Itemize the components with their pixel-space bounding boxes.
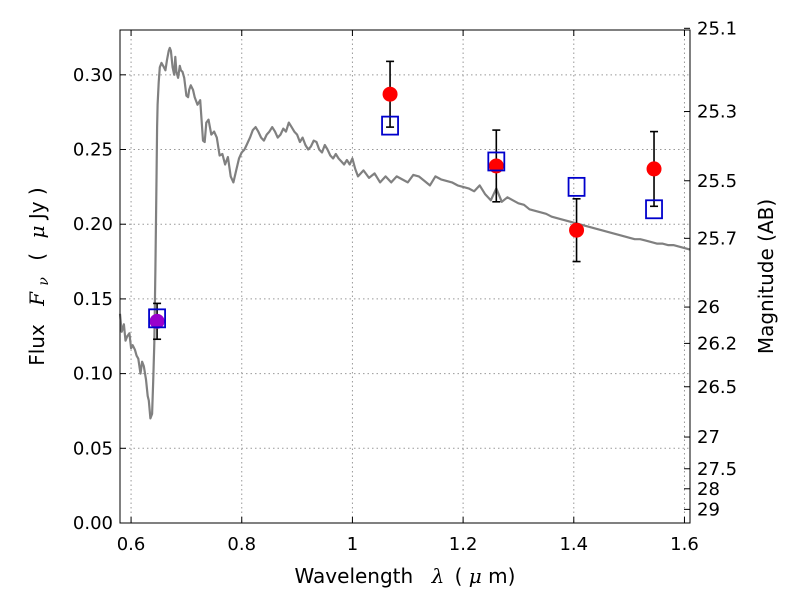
x-tick-label: 1.4	[559, 534, 588, 555]
observed-point	[382, 86, 398, 102]
y-axis-label-unit-open: (	[25, 253, 49, 261]
y2-tick-label: 26	[697, 297, 720, 318]
sed-model-line	[118, 46, 691, 420]
y2-tick-label: 26.5	[697, 377, 737, 398]
x-axis-label-unit-mu: μ	[469, 564, 482, 588]
y-axis-label-unit-rest: Jy )	[25, 187, 49, 221]
model-boxes-group	[148, 115, 663, 329]
observed-point	[149, 313, 165, 329]
x-axis-label-unit-open: (	[455, 564, 463, 588]
observed-point	[646, 161, 662, 177]
y2-tick-label: 26.2	[697, 333, 737, 354]
observed-point	[569, 222, 585, 238]
y2-tick-label: 28	[697, 479, 720, 500]
model-box	[381, 115, 399, 136]
y2-tick-label: 27	[697, 427, 720, 448]
y-tick-label: 0.05	[73, 438, 113, 459]
y-tick-label: 0.30	[73, 65, 113, 86]
y2-tick-label: 25.3	[697, 102, 737, 123]
y2-tick-label: 27.5	[697, 459, 737, 480]
y-axis-label: Flux F ν ( μ Jy )	[25, 187, 53, 366]
y-axis-label-text: Flux	[25, 324, 49, 366]
grid-lines	[120, 30, 690, 524]
x-tick-label: 1.6	[670, 534, 699, 555]
x-axis-label-symbol: λ	[431, 564, 445, 588]
sed-model-curve-group	[118, 46, 691, 420]
x-axis-label-text: Wavelength	[295, 564, 414, 588]
model-box	[487, 151, 506, 172]
x-tick-label: 0.6	[117, 534, 146, 555]
y2-axis-label: Magnitude (AB)	[754, 199, 778, 354]
x-tick-label: 1.2	[449, 534, 478, 555]
x-axis-label: Wavelength λ ( μ m)	[295, 564, 516, 588]
y-tick-label: 0.15	[73, 289, 113, 310]
model-box	[567, 176, 586, 197]
y-tick-label: 0.10	[73, 364, 113, 385]
y2-tick-label: 29	[697, 499, 720, 520]
y-axis-label-symbol: F	[25, 291, 49, 307]
y-tick-label: 0.25	[73, 140, 113, 161]
y-axis-label-subscript: ν	[36, 277, 52, 286]
x-tick-label: 0.8	[227, 534, 256, 555]
plot-frame	[119, 29, 691, 524]
y-tick-label: 0.20	[73, 214, 113, 235]
model-box	[148, 308, 166, 329]
y-axis-label-unit-mu: μ	[25, 226, 49, 239]
y-tick-label: 0.00	[73, 513, 113, 534]
y2-tick-label: 25.5	[697, 171, 737, 192]
y2-tick-label: 25.1	[697, 18, 737, 39]
x-axis-label-unit-rest: m)	[488, 564, 515, 588]
y2-tick-label: 25.7	[697, 228, 737, 249]
axis-ticks: 0.6 0.8 1 1.2 1.4 1.6 0.00 0.05 0.10 0.15 0.20 0.25…	[73, 18, 737, 555]
x-tick-label: 1	[347, 534, 358, 555]
model-box	[645, 199, 663, 220]
